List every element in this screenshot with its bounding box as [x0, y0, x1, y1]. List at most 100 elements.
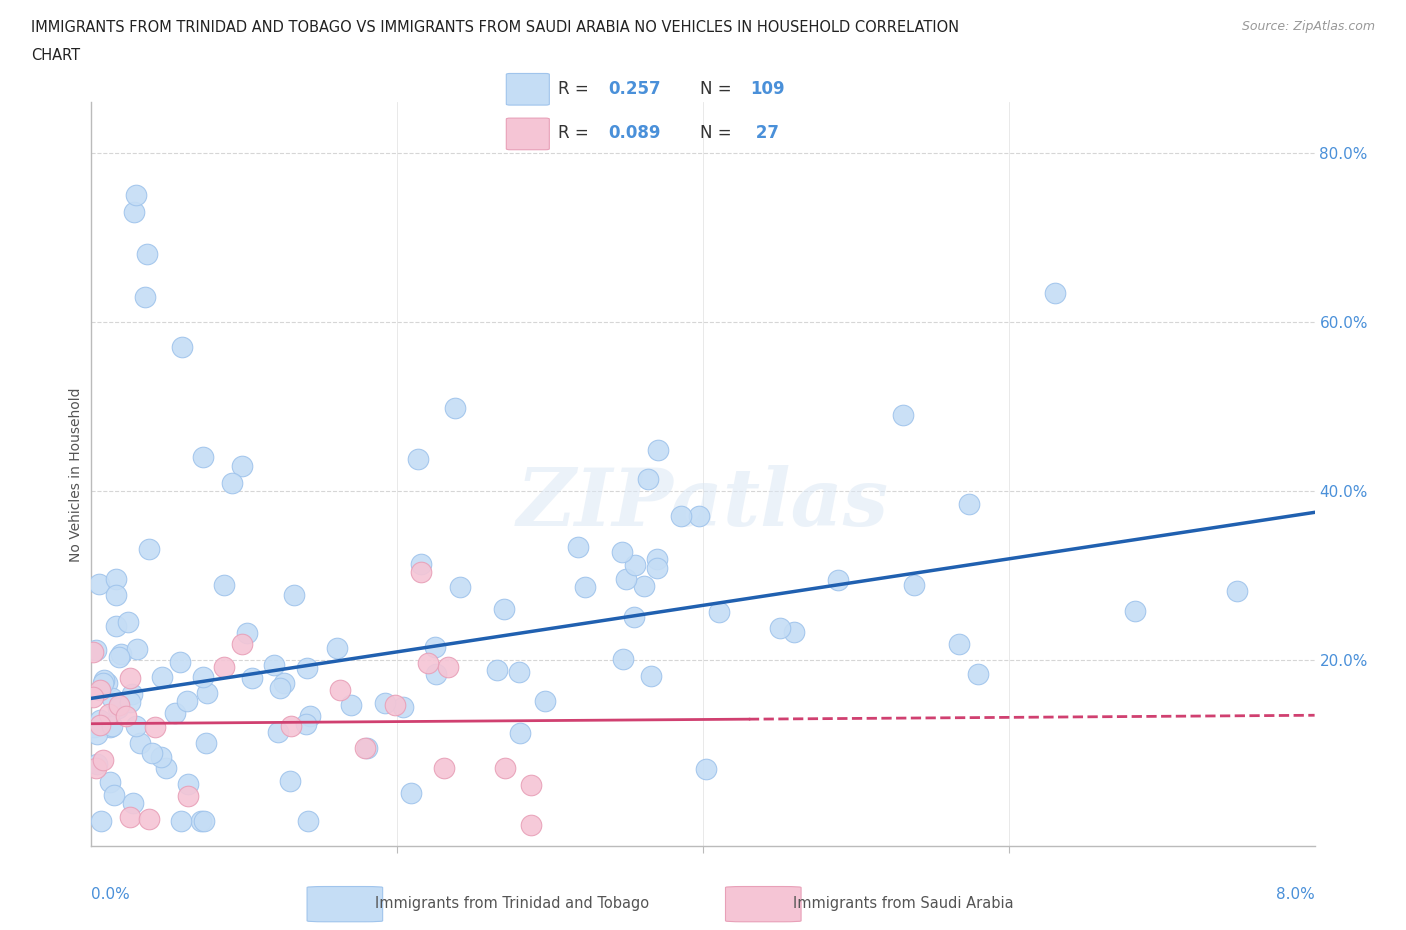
Point	[326, 641, 349, 656]
Point	[614, 572, 637, 587]
Point	[221, 475, 243, 490]
Point	[101, 690, 124, 705]
Point	[87, 577, 110, 591]
Point	[193, 814, 215, 829]
Point	[485, 662, 508, 677]
Point	[610, 545, 633, 560]
Point	[89, 717, 111, 732]
FancyBboxPatch shape	[307, 886, 382, 922]
Point	[125, 188, 148, 203]
Point	[273, 675, 295, 690]
Point	[423, 640, 446, 655]
Point	[425, 667, 447, 682]
Text: R =: R =	[558, 125, 589, 142]
Point	[623, 609, 645, 624]
Point	[84, 761, 107, 776]
Point	[191, 450, 214, 465]
Point	[90, 814, 112, 829]
Point	[494, 761, 516, 776]
Point	[107, 701, 129, 716]
Point	[143, 719, 166, 734]
Point	[645, 561, 668, 576]
FancyBboxPatch shape	[506, 73, 550, 105]
Point	[242, 671, 264, 685]
Point	[612, 651, 634, 666]
Point	[236, 625, 259, 640]
Point	[190, 814, 212, 829]
Text: R =: R =	[558, 80, 589, 98]
Point	[84, 643, 107, 658]
Point	[267, 724, 290, 739]
Text: ZIPatlas: ZIPatlas	[517, 465, 889, 543]
Text: 109: 109	[751, 80, 785, 98]
Point	[633, 578, 655, 593]
Point	[155, 761, 177, 776]
Point	[86, 726, 108, 741]
Point	[1123, 604, 1146, 618]
Point	[150, 670, 173, 684]
Point	[891, 407, 914, 422]
Point	[86, 757, 108, 772]
Point	[298, 709, 321, 724]
Point	[89, 683, 111, 698]
Text: N =: N =	[700, 80, 731, 98]
Point	[827, 572, 849, 587]
Point	[194, 736, 217, 751]
Point	[134, 289, 156, 304]
Point	[574, 579, 596, 594]
Point	[120, 695, 142, 710]
Text: Source: ZipAtlas.com: Source: ZipAtlas.com	[1241, 20, 1375, 33]
Point	[108, 698, 131, 712]
Point	[688, 509, 710, 524]
Point	[125, 719, 148, 734]
Point	[118, 810, 141, 825]
Point	[98, 775, 121, 790]
Point	[392, 700, 415, 715]
Point	[533, 694, 555, 709]
Text: 0.257: 0.257	[609, 80, 661, 98]
Point	[1043, 286, 1066, 300]
Point	[191, 670, 214, 684]
Point	[283, 588, 305, 603]
Point	[212, 659, 235, 674]
Point	[433, 761, 456, 776]
Point	[176, 788, 198, 803]
Point	[141, 745, 163, 760]
Point	[105, 572, 128, 587]
Point	[263, 658, 285, 672]
Point	[645, 551, 668, 566]
Y-axis label: No Vehicles in Household: No Vehicles in Household	[69, 387, 83, 562]
Point	[269, 681, 291, 696]
Point	[91, 676, 114, 691]
Point	[104, 618, 127, 633]
Point	[177, 777, 200, 791]
Point	[149, 750, 172, 764]
Point	[329, 683, 352, 698]
Point	[83, 720, 105, 735]
Point	[520, 817, 543, 832]
Text: Immigrants from Saudi Arabia: Immigrants from Saudi Arabia	[793, 896, 1014, 910]
Point	[437, 659, 460, 674]
Text: N =: N =	[700, 125, 731, 142]
Point	[957, 497, 980, 512]
Text: IMMIGRANTS FROM TRINIDAD AND TOBAGO VS IMMIGRANTS FROM SAUDI ARABIA NO VEHICLES : IMMIGRANTS FROM TRINIDAD AND TOBAGO VS I…	[31, 20, 959, 35]
Point	[967, 667, 990, 682]
Point	[374, 695, 396, 710]
Text: 0.089: 0.089	[609, 125, 661, 142]
FancyBboxPatch shape	[506, 118, 550, 150]
Point	[567, 540, 589, 555]
Point	[297, 814, 319, 829]
Text: 27: 27	[751, 125, 779, 142]
Point	[82, 644, 104, 659]
Point	[449, 579, 471, 594]
Point	[399, 785, 422, 800]
Point	[231, 636, 253, 651]
FancyBboxPatch shape	[725, 886, 801, 922]
Point	[82, 689, 104, 704]
Point	[669, 509, 692, 524]
Point	[707, 604, 730, 619]
Text: 0.0%: 0.0%	[91, 887, 131, 902]
Point	[409, 565, 432, 579]
Point	[163, 705, 186, 720]
Point	[98, 720, 121, 735]
